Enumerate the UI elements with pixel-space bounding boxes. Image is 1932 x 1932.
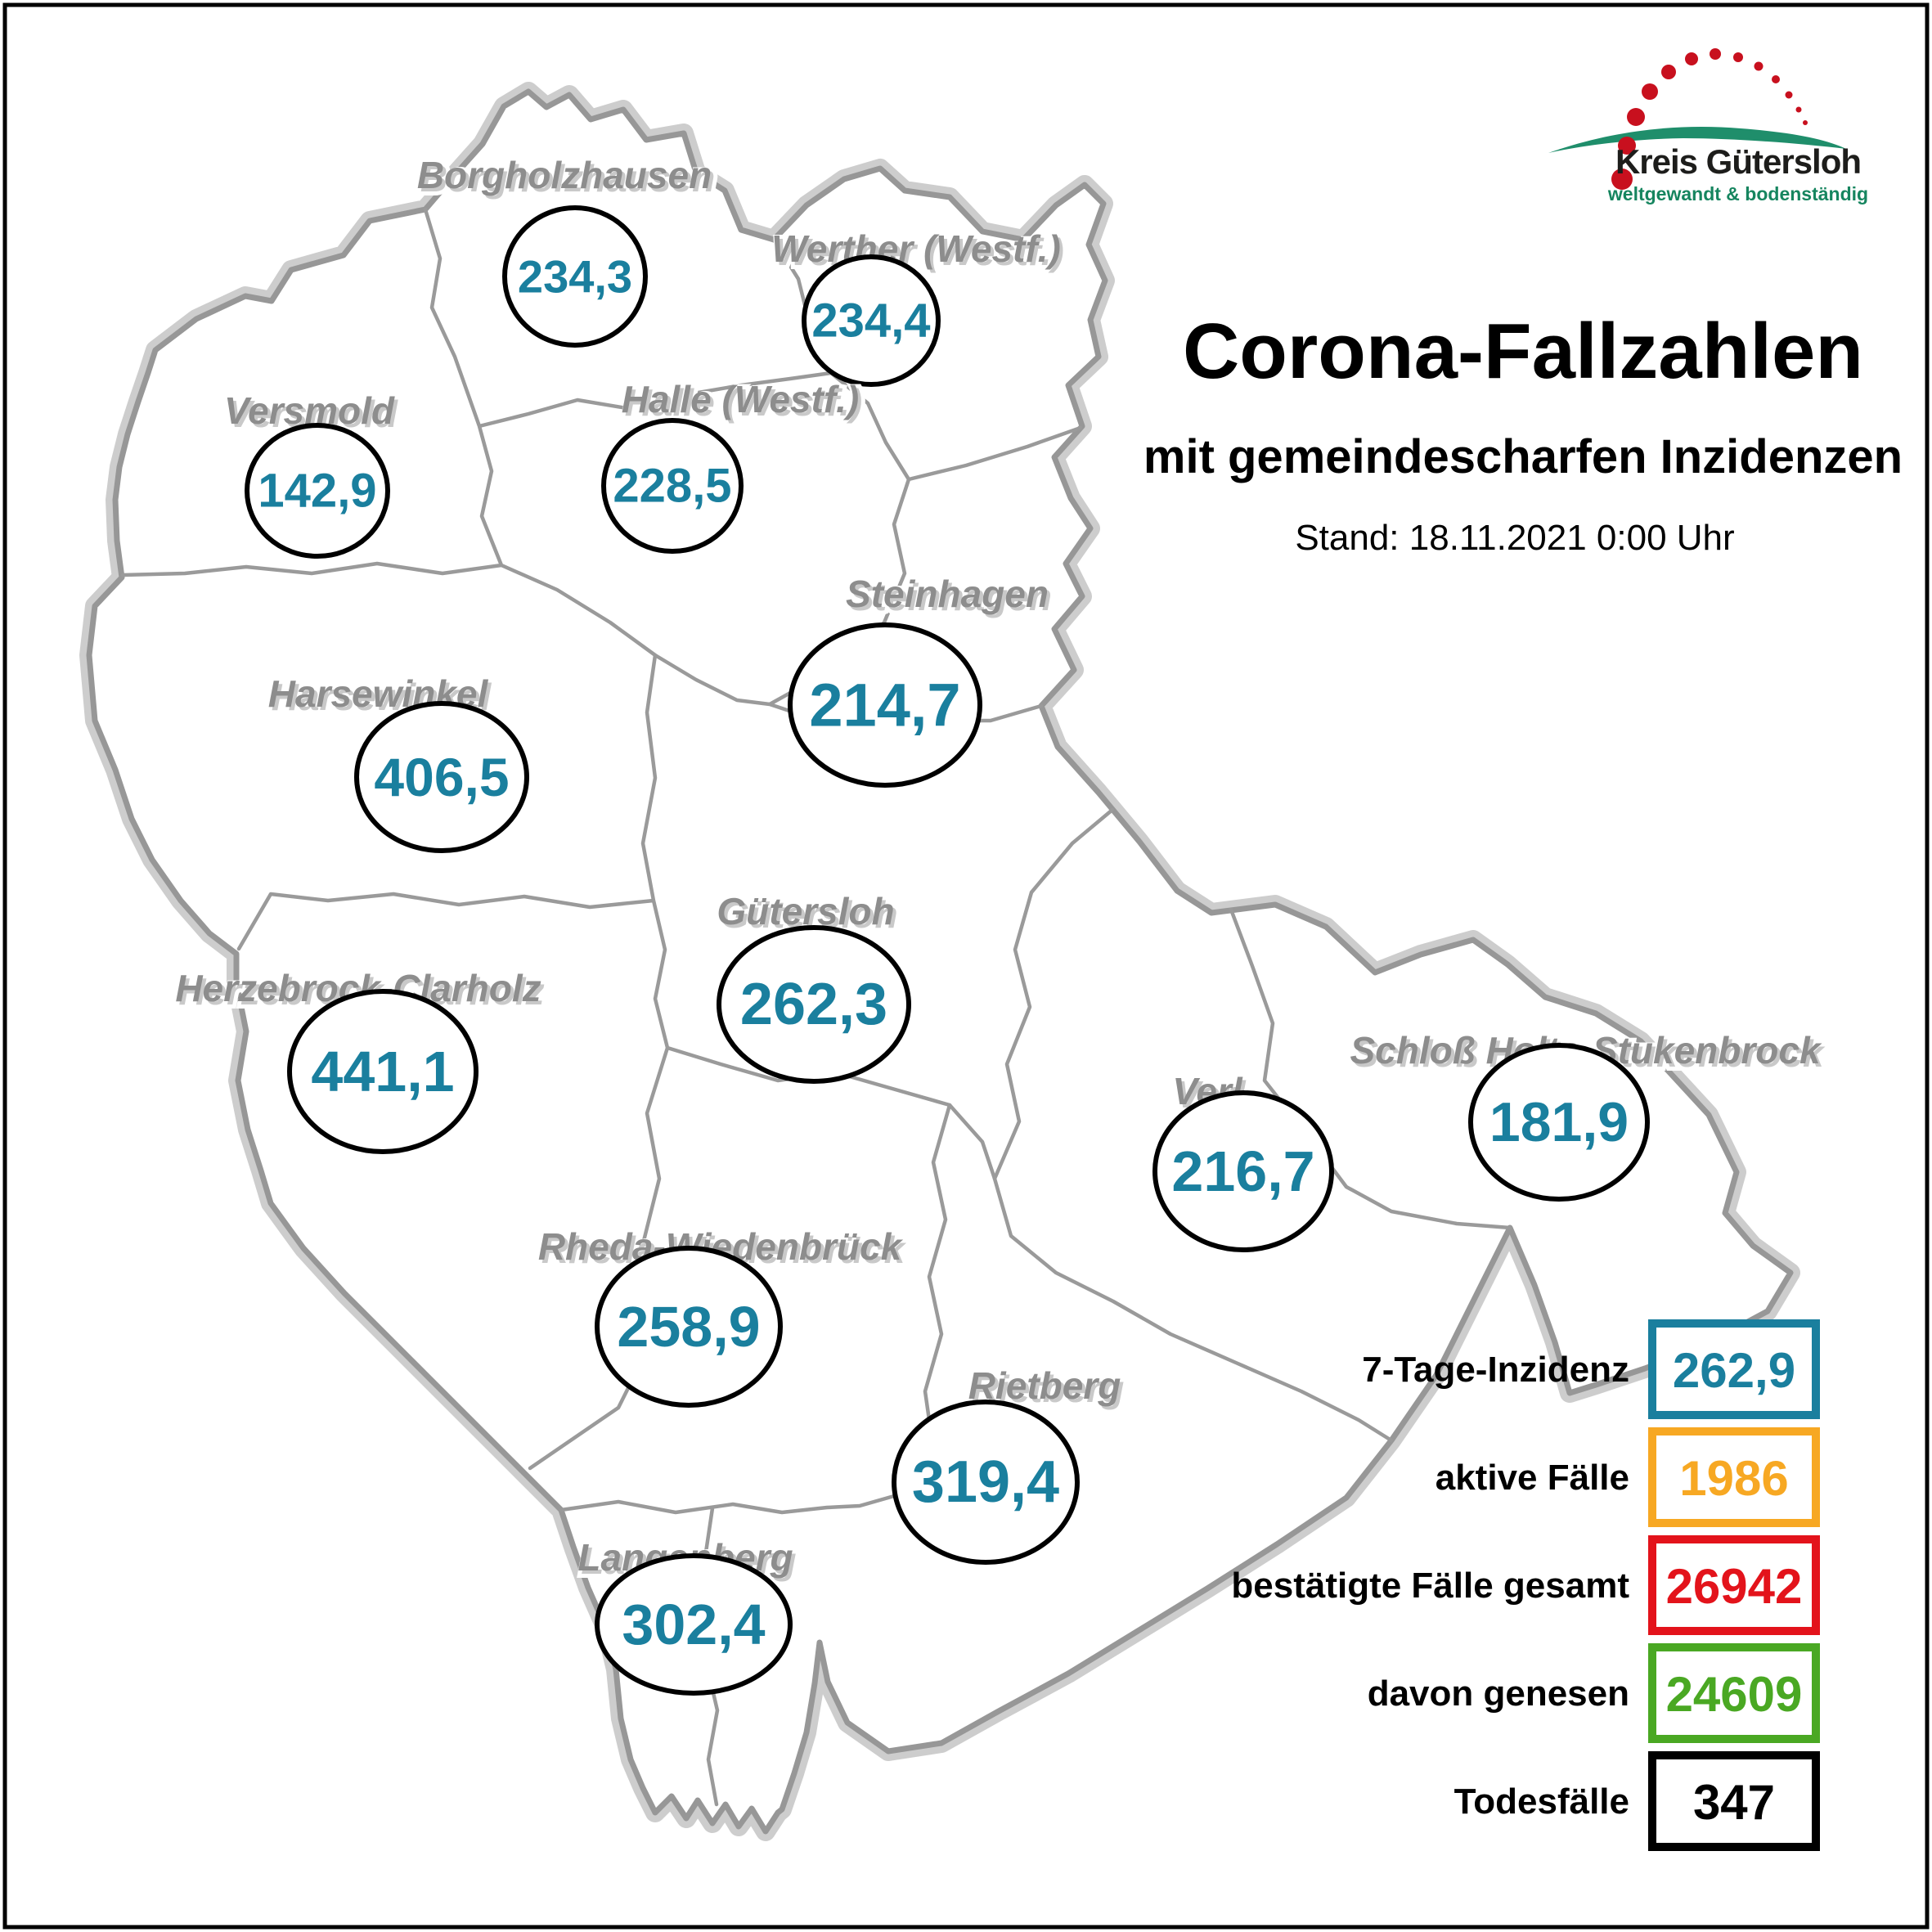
incidence-ellipse	[788, 622, 982, 788]
incidence-value: 228,5	[613, 460, 731, 513]
incidence-ellipse	[595, 1553, 793, 1696]
incidence-ellipse	[802, 254, 941, 387]
legend-value-box	[1648, 1535, 1820, 1635]
incidence-ellipse	[892, 1400, 1080, 1565]
legend-value: 1986	[1679, 1451, 1788, 1506]
kreis-guetersloh-logo: Kreis Gütersloh weltgewandt & bodenständ…	[1548, 48, 1868, 204]
incidence-ellipse	[1468, 1043, 1650, 1202]
incidence-ellipse	[601, 418, 744, 554]
legend-label: bestätigte Fälle gesamt	[1231, 1566, 1629, 1606]
incidence-ellipse	[502, 205, 648, 348]
page-subtitle: mit gemeindescharfen Inzidenzen	[1143, 430, 1903, 483]
legend-row-incidence: 7-Tage-Inzidenz 262,9	[1362, 1319, 1820, 1419]
incidence-ellipse	[287, 989, 479, 1154]
incidence-ellipse	[354, 701, 529, 853]
incidence-value: 441,1	[311, 1040, 454, 1103]
logo-dot-arc	[1611, 48, 1808, 190]
incidence-value: 234,4	[811, 294, 930, 348]
municipality-overlays: Borgholzhausen Borgholzhausen 234,3 Wert…	[174, 153, 1830, 1696]
municipality-halle: Halle (Westf.) Halle (Westf.) 228,5	[601, 377, 866, 554]
logo-tagline: weltgewandt & bodenständig	[1607, 183, 1868, 204]
municipality-versmold: Versmold Versmold 142,9	[223, 389, 402, 559]
legend-value: 26942	[1666, 1559, 1803, 1614]
incidence-ellipse	[595, 1246, 783, 1408]
legend-value: 347	[1693, 1775, 1775, 1830]
legend-row-active-cases: aktive Fälle 1986	[1436, 1427, 1820, 1527]
incidence-value: 302,4	[622, 1593, 765, 1656]
incidence-ellipse	[245, 423, 390, 559]
municipality-verl: Verl Verl 216,7	[1152, 1069, 1334, 1252]
municipality-label-shadow: Borgholzhausen	[420, 157, 715, 200]
municipality-herzebrock-clarholz: Herzebrock-Clarholz Herzebrock-Clarholz …	[174, 966, 549, 1154]
municipality-steinhagen: Steinhagen Steinhagen 214,7	[788, 572, 1056, 788]
legend-value-box	[1648, 1751, 1820, 1851]
legend-row-confirmed-total: bestätigte Fälle gesamt 26942	[1231, 1535, 1820, 1635]
municipality-label-shadow: Halle (Westf.)	[625, 381, 863, 424]
municipality-guetersloh: Gütersloh Gütersloh 262,3	[716, 889, 911, 1084]
municipality-label: Werther (Westf.)	[771, 227, 1061, 270]
page-title: Corona-Fallzahlen	[1183, 308, 1863, 395]
status-date: Stand: 18.11.2021 0:00 Uhr	[1295, 518, 1734, 558]
municipality-schloss-holte-stukenbrock: Schloß Holte-Stukenbrock Schloß Holte-St…	[1349, 1028, 1830, 1202]
municipality-label: Borgholzhausen	[417, 154, 712, 196]
legend-label: davon genesen	[1368, 1674, 1629, 1714]
incidence-value: 181,9	[1489, 1091, 1629, 1153]
legend-value-box	[1648, 1319, 1820, 1419]
municipality-werther: Werther (Westf.) Werther (Westf.) 234,4	[771, 227, 1068, 387]
municipality-rietberg: Rietberg Rietberg 319,4	[892, 1364, 1128, 1565]
incidence-value: 319,4	[912, 1449, 1059, 1515]
legend-value: 24609	[1666, 1667, 1803, 1722]
legend-row-deaths: Todesfälle 347	[1454, 1751, 1820, 1851]
district-outline	[86, 88, 1794, 1835]
municipality-label: Halle (Westf.)	[622, 378, 860, 420]
municipality-label-shadow: Steinhagen	[849, 576, 1052, 618]
incidence-value: 142,9	[258, 465, 376, 518]
municipality-label-shadow: Werther (Westf.)	[775, 231, 1064, 273]
legend-row-recovered: davon genesen 24609	[1368, 1643, 1820, 1743]
incidence-value: 214,7	[809, 672, 960, 739]
district-map	[79, 82, 1800, 1841]
incidence-value: 234,3	[518, 251, 632, 303]
municipality-langenberg: Langenberg Langenberg 302,4	[577, 1535, 801, 1696]
legend-value: 262,9	[1673, 1343, 1795, 1398]
title-block: Corona-Fallzahlen mit gemeindescharfen I…	[1143, 308, 1903, 558]
incidence-ellipse	[1152, 1090, 1334, 1252]
municipality-borgholzhausen: Borgholzhausen Borgholzhausen 234,3	[416, 153, 719, 348]
legend-label: Todesfälle	[1454, 1781, 1629, 1822]
municipality-label: Steinhagen	[846, 573, 1049, 615]
legend-value-box	[1648, 1427, 1820, 1527]
incidence-value: 216,7	[1171, 1139, 1314, 1203]
incidence-ellipse	[717, 925, 911, 1084]
incidence-value: 262,3	[740, 972, 887, 1037]
legend-label: aktive Fälle	[1436, 1458, 1629, 1498]
legend: 7-Tage-Inzidenz 262,9 aktive Fälle 1986 …	[1231, 1319, 1820, 1851]
municipality-harsewinkel: Harsewinkel Harsewinkel 406,5	[267, 672, 529, 853]
municipal-borders-west	[236, 653, 997, 1471]
legend-value-box	[1648, 1643, 1820, 1743]
legend-label: 7-Tage-Inzidenz	[1362, 1350, 1629, 1390]
logo-wordmark: Kreis Gütersloh	[1615, 142, 1861, 181]
incidence-value: 258,9	[617, 1295, 760, 1359]
logo-swoosh	[1548, 127, 1846, 153]
incidence-value: 406,5	[374, 747, 509, 807]
municipality-rheda-wiedenbrueck: Rheda-Wiedenbrück Rheda-Wiedenbrück 258,…	[537, 1224, 911, 1408]
